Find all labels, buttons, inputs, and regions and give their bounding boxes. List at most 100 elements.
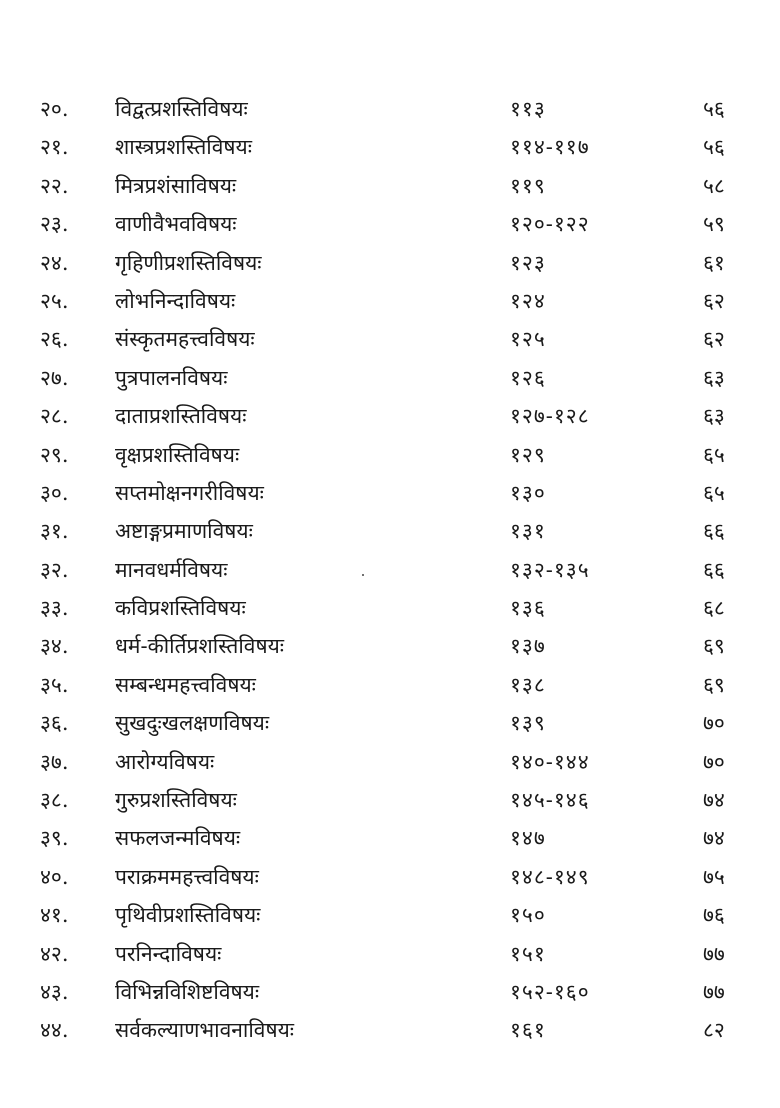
entry-title: लोभनिन्दाविषयः: [115, 288, 236, 313]
toc-entry: २१. शास्त्रप्रशस्तिविषयः ११४-११७ ५६: [0, 128, 780, 166]
entry-verses: १४०-१४४: [510, 749, 590, 774]
entry-verses: १२३: [510, 250, 546, 275]
toc-entry: २४. गृहिणीप्रशस्तिविषयः १२३ ६१: [0, 244, 780, 282]
entry-title: शास्त्रप्रशस्तिविषयः: [115, 135, 252, 160]
entry-number: २८.: [40, 404, 69, 429]
toc-entry: ३९. सफलजन्मविषयः १४७ ७४: [0, 819, 780, 857]
entry-number: ३४.: [40, 634, 69, 659]
toc-entry: ३५. सम्बन्धमहत्त्वविषयः १३८ ६९: [0, 666, 780, 704]
entry-page: ५६: [703, 97, 725, 121]
toc-entry: ४०. पराक्रममहत्त्वविषयः १४८-१४९ ७५: [0, 858, 780, 896]
entry-verses: ११९: [510, 173, 546, 198]
entry-title: परनिन्दाविषयः: [115, 941, 222, 966]
entry-page: ६२: [703, 327, 725, 352]
toc-entry: २७. पुत्रपालनविषयः १२६ ६३: [0, 359, 780, 397]
entry-page: ५८: [703, 173, 725, 198]
toc-entry: ३८. गुरुप्रशस्तिविषयः १४५-१४६ ७४: [0, 781, 780, 819]
entry-verses: १४८-१४९: [510, 864, 590, 889]
entry-title: गृहिणीप्रशस्तिविषयः: [115, 250, 262, 275]
entry-title: विभिन्नविशिष्टविषयः: [115, 979, 260, 1004]
entry-number: ३१.: [40, 519, 69, 544]
entry-title: कविप्रशस्तिविषयः: [115, 596, 246, 621]
entry-title: सुखदुःखलक्षणविषयः: [115, 711, 270, 736]
entry-number: ३७.: [40, 749, 69, 774]
entry-verses: १५१: [510, 941, 546, 966]
entry-page: ७६: [703, 903, 725, 928]
entry-number: २५.: [40, 288, 69, 313]
entry-title: पराक्रममहत्त्वविषयः: [115, 864, 259, 889]
entry-verses: १४५-१४६: [510, 788, 590, 813]
entry-verses: १३९: [510, 711, 546, 736]
toc-entry: २८. दाताप्रशस्तिविषयः १२७-१२८ ६३: [0, 397, 780, 435]
entry-title: पुत्रपालनविषयः: [115, 365, 228, 390]
entry-title: सप्तमोक्षनगरीविषयः: [115, 480, 264, 505]
entry-title: वृक्षप्रशस्तिविषयः: [115, 442, 240, 467]
entry-verses: १२०-१२२: [510, 212, 590, 237]
entry-number: २४.: [40, 250, 69, 275]
entry-verses: १२७-१२८: [510, 404, 590, 429]
entry-number: ३९.: [40, 826, 69, 851]
entry-number: २२.: [40, 173, 69, 198]
entry-page: ६५: [703, 442, 725, 467]
entry-number: २१.: [40, 135, 69, 160]
entry-number: ३३.: [40, 596, 69, 621]
entry-page: ७५: [703, 864, 725, 889]
entry-number: ४२.: [40, 941, 69, 966]
entry-number: ४४.: [40, 1018, 69, 1043]
toc-entry: ३३. कविप्रशस्तिविषयः १३६ ६८: [0, 589, 780, 627]
entry-verses: १३६: [510, 596, 546, 621]
entry-verses: १२९: [510, 442, 546, 467]
entry-page: ६६: [703, 557, 725, 582]
entry-title: आरोग्यविषयः: [115, 749, 215, 774]
entry-title: सम्बन्धमहत्त्वविषयः: [115, 672, 256, 697]
entry-title: मानवधर्मविषयः: [115, 557, 228, 582]
entry-page: ७७: [703, 979, 725, 1004]
toc-entry: २०. विद्वत्प्रशस्तिविषयः ११३ ५६: [0, 90, 780, 128]
entry-page: ५९: [703, 212, 725, 237]
entry-number: ४१.: [40, 903, 69, 928]
entry-page: ६३: [703, 365, 725, 390]
entry-verses: १२४: [510, 288, 546, 313]
entry-page: ६९: [703, 672, 725, 697]
toc-entry: ३१. अष्टाङ्गप्रमाणविषयः १३१ ६६: [0, 512, 780, 550]
entry-number: ३८.: [40, 788, 69, 813]
entry-verses: १५२-१६०: [510, 979, 590, 1004]
entry-number: २६.: [40, 327, 69, 352]
entry-title: विद्वत्प्रशस्तिविषयः: [115, 97, 248, 121]
entry-verses: १३२-१३५: [510, 557, 590, 582]
entry-title: गुरुप्रशस्तिविषयः: [115, 788, 237, 813]
entry-number: ३६.: [40, 711, 69, 736]
entry-title: पृथिवीप्रशस्तिविषयः: [115, 903, 261, 928]
entry-verses: ११४-११७: [510, 135, 590, 160]
entry-page: ६१: [703, 250, 725, 275]
toc-entry: ४४. सर्वकल्याणभावनाविषयः १६१ ८२: [0, 1011, 780, 1049]
entry-verses: १३०: [510, 480, 546, 505]
entry-page: ७७: [703, 941, 725, 966]
table-of-contents: २०. विद्वत्प्रशस्तिविषयः ११३ ५६ २१. शास्त्रप्…: [0, 90, 780, 1050]
entry-verses: १५०: [510, 903, 546, 928]
entry-page: ७०: [703, 711, 725, 736]
entry-page: ६३: [703, 404, 725, 429]
entry-number: ४३.: [40, 979, 69, 1004]
toc-entry: २६. संस्कृतमहत्त्वविषयः १२५ ६२: [0, 320, 780, 358]
entry-verses: ११३: [510, 97, 546, 121]
entry-number: २०.: [40, 97, 69, 121]
entry-page: ५६: [703, 135, 725, 160]
toc-entry: ३२. मानवधर्मविषयः १३२-१३५ ६६: [0, 551, 780, 589]
entry-title: सर्वकल्याणभावनाविषयः: [115, 1018, 295, 1043]
entry-number: ३२.: [40, 557, 69, 582]
entry-number: ४०.: [40, 864, 69, 889]
entry-verses: १६१: [510, 1018, 546, 1043]
entry-verses: १३७: [510, 634, 546, 659]
entry-verses: १२५: [510, 327, 546, 352]
entry-title: अष्टाङ्गप्रमाणविषयः: [115, 519, 253, 544]
print-speck: [362, 574, 364, 576]
entry-page: ७४: [703, 788, 725, 813]
entry-page: ६६: [703, 519, 725, 544]
entry-title: सफलजन्मविषयः: [115, 826, 241, 851]
entry-verses: १२६: [510, 365, 546, 390]
entry-page: ७४: [703, 826, 725, 851]
entry-title: संस्कृतमहत्त्वविषयः: [115, 327, 255, 352]
entry-title: दाताप्रशस्तिविषयः: [115, 404, 247, 429]
toc-entry: ३७. आरोग्यविषयः १४०-१४४ ७०: [0, 743, 780, 781]
